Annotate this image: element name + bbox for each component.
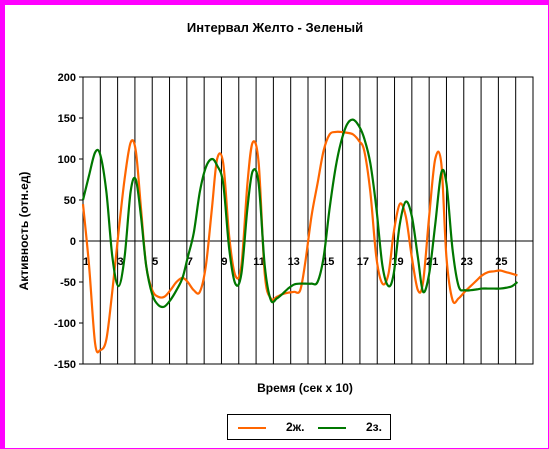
legend-swatch-2zh bbox=[238, 427, 266, 429]
series-line-1 bbox=[81, 118, 519, 309]
y-ticks: 200 150 100 50 0 -50 -100 -150 bbox=[54, 72, 83, 371]
legend-swatch-2z bbox=[318, 427, 346, 429]
x-tick-label-3: 7 bbox=[187, 256, 193, 268]
chart-svg: Интервал Желто - Зеленый Активность (отн… bbox=[17, 20, 534, 395]
x-tick-label-11: 23 bbox=[461, 256, 473, 268]
y-tick-label-1: 150 bbox=[58, 113, 76, 125]
x-tick-label-5: 11 bbox=[253, 256, 265, 268]
chart-area: Интервал Желто - Зеленый Активность (отн… bbox=[5, 5, 548, 448]
legend: 2ж. 2з. bbox=[227, 414, 391, 440]
y-tick-label-5: -50 bbox=[60, 277, 76, 289]
x-tick-label-2: 5 bbox=[152, 256, 158, 268]
x-tick-label-1: 3 bbox=[118, 256, 124, 268]
chart-title: Интервал Желто - Зеленый bbox=[187, 20, 363, 35]
x-tick-label-9: 19 bbox=[391, 256, 403, 268]
y-tick-label-3: 50 bbox=[64, 195, 76, 207]
y-tick-label-7: -150 bbox=[54, 359, 76, 371]
x-axis-label: Время (сек х 10) bbox=[257, 381, 353, 395]
grid-lines bbox=[82, 77, 534, 364]
legend-label-2z: 2з. bbox=[366, 420, 382, 434]
x-tick-label-4: 9 bbox=[221, 256, 227, 268]
x-tick-label-6: 13 bbox=[288, 256, 300, 268]
y-tick-label-6: -100 bbox=[54, 318, 76, 330]
legend-label-2zh: 2ж. bbox=[286, 420, 305, 434]
x-tick-label-0: 1 bbox=[83, 256, 89, 268]
y-tick-label-4: 0 bbox=[70, 236, 76, 248]
y-axis-label: Активность (отн.ед) bbox=[17, 172, 31, 291]
x-ticks: 1 3 5 7 9 11 13 15 17 19 21 23 25 bbox=[83, 256, 508, 268]
x-tick-label-12: 25 bbox=[495, 256, 507, 268]
series-line-0 bbox=[81, 130, 518, 354]
y-tick-label-2: 100 bbox=[58, 154, 76, 166]
y-tick-label-0: 200 bbox=[58, 72, 76, 84]
x-tick-label-8: 17 bbox=[357, 256, 369, 268]
x-tick-label-7: 15 bbox=[322, 256, 334, 268]
x-tick-label-10: 21 bbox=[426, 256, 438, 268]
series-lines bbox=[81, 118, 519, 354]
